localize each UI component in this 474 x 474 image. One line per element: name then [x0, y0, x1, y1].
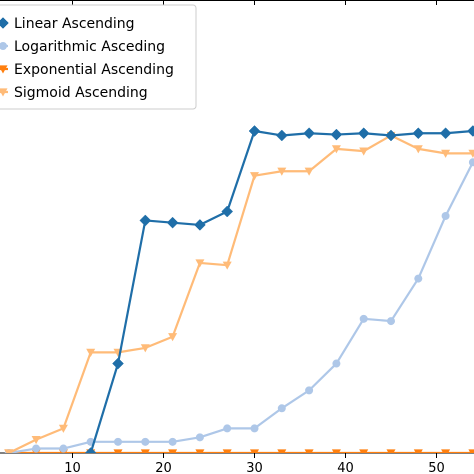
data-point — [414, 274, 423, 283]
series-line — [8, 134, 474, 453]
x-tick-label: 10 — [64, 461, 81, 474]
data-point — [58, 424, 68, 433]
data-point — [250, 424, 259, 433]
data-point — [223, 424, 232, 433]
plot-area — [4, 125, 474, 453]
data-point — [413, 449, 423, 453]
legend-item: Linear Ascending — [0, 16, 135, 32]
data-point — [248, 125, 261, 137]
data-point — [359, 147, 369, 156]
legend-marker — [0, 88, 8, 97]
legend-label: Logarithmic Asceding — [14, 39, 165, 55]
data-point — [168, 449, 178, 453]
data-point — [467, 125, 474, 137]
series-exponential-ascending — [4, 449, 474, 453]
x-axis-ticks: 10 20 30 40 50 — [64, 0, 445, 474]
data-point — [275, 129, 288, 142]
data-point — [168, 437, 177, 446]
data-point — [331, 145, 341, 154]
x-tick-label: 40 — [337, 461, 354, 474]
data-point — [277, 404, 286, 413]
data-point — [114, 437, 122, 446]
data-point — [439, 127, 452, 140]
series-line — [8, 160, 474, 453]
data-point — [4, 449, 14, 453]
data-point — [250, 172, 259, 181]
x-tick-label: 50 — [428, 461, 445, 474]
data-point — [304, 167, 314, 176]
legend-item: Sigmoid Ascending — [0, 85, 148, 101]
data-point — [250, 449, 259, 453]
data-point — [277, 167, 287, 176]
data-point — [330, 128, 343, 141]
legend-marker — [0, 17, 9, 29]
data-point — [140, 449, 150, 453]
series-sigmoid-ascending — [4, 131, 474, 453]
data-point — [195, 433, 204, 442]
data-point — [387, 317, 395, 326]
series-line — [89, 129, 474, 453]
data-point — [195, 449, 205, 453]
legend-marker — [0, 42, 7, 50]
data-point — [468, 449, 474, 453]
data-point — [168, 333, 178, 342]
legend-item: Exponential Ascending — [0, 62, 174, 78]
data-point — [31, 435, 41, 445]
data-point — [222, 449, 232, 453]
data-point — [32, 444, 41, 453]
data-point — [357, 127, 370, 140]
legend-box — [0, 4, 197, 110]
data-point — [441, 449, 451, 453]
legend-label: Linear Ascending — [14, 16, 135, 32]
data-point — [141, 437, 150, 446]
data-point — [303, 127, 315, 140]
legend: Linear Ascending Logarithmic Asceding Expo… — [0, 4, 197, 110]
x-tick-label: 30 — [246, 461, 263, 474]
data-point — [441, 149, 451, 158]
data-point — [195, 259, 205, 268]
data-point — [194, 219, 206, 231]
data-point — [277, 449, 287, 453]
legend-item: Logarithmic Asceding — [0, 39, 165, 55]
data-point — [331, 449, 341, 453]
data-point — [113, 449, 123, 453]
data-point — [359, 449, 369, 453]
data-point — [304, 449, 314, 453]
data-point — [112, 357, 124, 370]
legend-marker — [0, 65, 8, 74]
data-point — [385, 129, 397, 142]
x-tick-label: 20 — [155, 461, 172, 474]
data-point — [84, 447, 97, 453]
data-point — [86, 348, 96, 357]
data-point — [305, 386, 314, 395]
data-point — [222, 261, 232, 270]
data-point — [140, 344, 150, 353]
legend-label: Exponential Ascending — [14, 62, 174, 78]
data-point — [386, 449, 396, 453]
series-linear-ascending — [84, 125, 474, 453]
data-point — [468, 158, 474, 167]
data-point — [441, 211, 450, 220]
data-point — [359, 314, 368, 323]
data-point — [139, 214, 152, 227]
data-point — [413, 145, 423, 154]
data-point — [332, 359, 341, 368]
data-point — [412, 127, 425, 140]
series-logarithmic-asceding — [4, 158, 474, 453]
data-point — [166, 216, 179, 229]
data-point — [468, 149, 474, 158]
data-point — [59, 444, 68, 453]
data-point — [221, 205, 234, 218]
legend-label: Sigmoid Ascending — [14, 85, 148, 101]
